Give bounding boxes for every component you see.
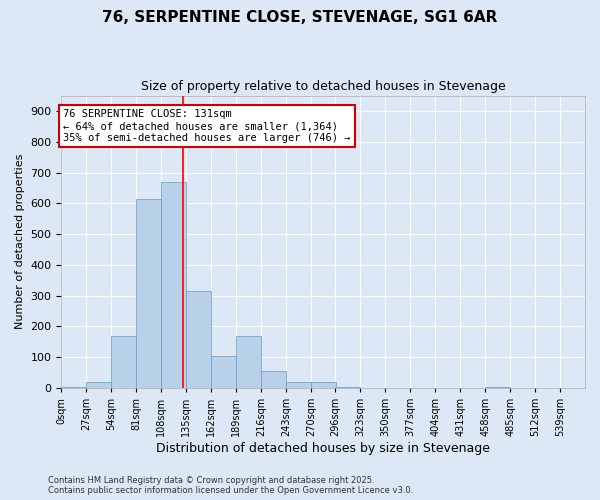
Bar xyxy=(112,336,136,388)
Bar xyxy=(335,386,360,388)
Text: 76 SERPENTINE CLOSE: 131sqm
← 64% of detached houses are smaller (1,364)
35% of : 76 SERPENTINE CLOSE: 131sqm ← 64% of det… xyxy=(63,110,351,142)
Bar xyxy=(161,182,186,388)
Bar xyxy=(286,382,311,388)
Bar xyxy=(186,291,211,388)
Bar xyxy=(211,356,236,388)
Y-axis label: Number of detached properties: Number of detached properties xyxy=(15,154,25,330)
Bar xyxy=(136,198,161,388)
Text: 76, SERPENTINE CLOSE, STEVENAGE, SG1 6AR: 76, SERPENTINE CLOSE, STEVENAGE, SG1 6AR xyxy=(103,10,497,25)
Bar xyxy=(311,382,336,388)
Bar xyxy=(86,382,112,388)
Bar xyxy=(236,336,261,388)
Title: Size of property relative to detached houses in Stevenage: Size of property relative to detached ho… xyxy=(141,80,506,93)
Text: Contains HM Land Registry data © Crown copyright and database right 2025.
Contai: Contains HM Land Registry data © Crown c… xyxy=(48,476,413,495)
Bar xyxy=(261,371,286,388)
X-axis label: Distribution of detached houses by size in Stevenage: Distribution of detached houses by size … xyxy=(156,442,490,455)
Bar xyxy=(485,386,510,388)
